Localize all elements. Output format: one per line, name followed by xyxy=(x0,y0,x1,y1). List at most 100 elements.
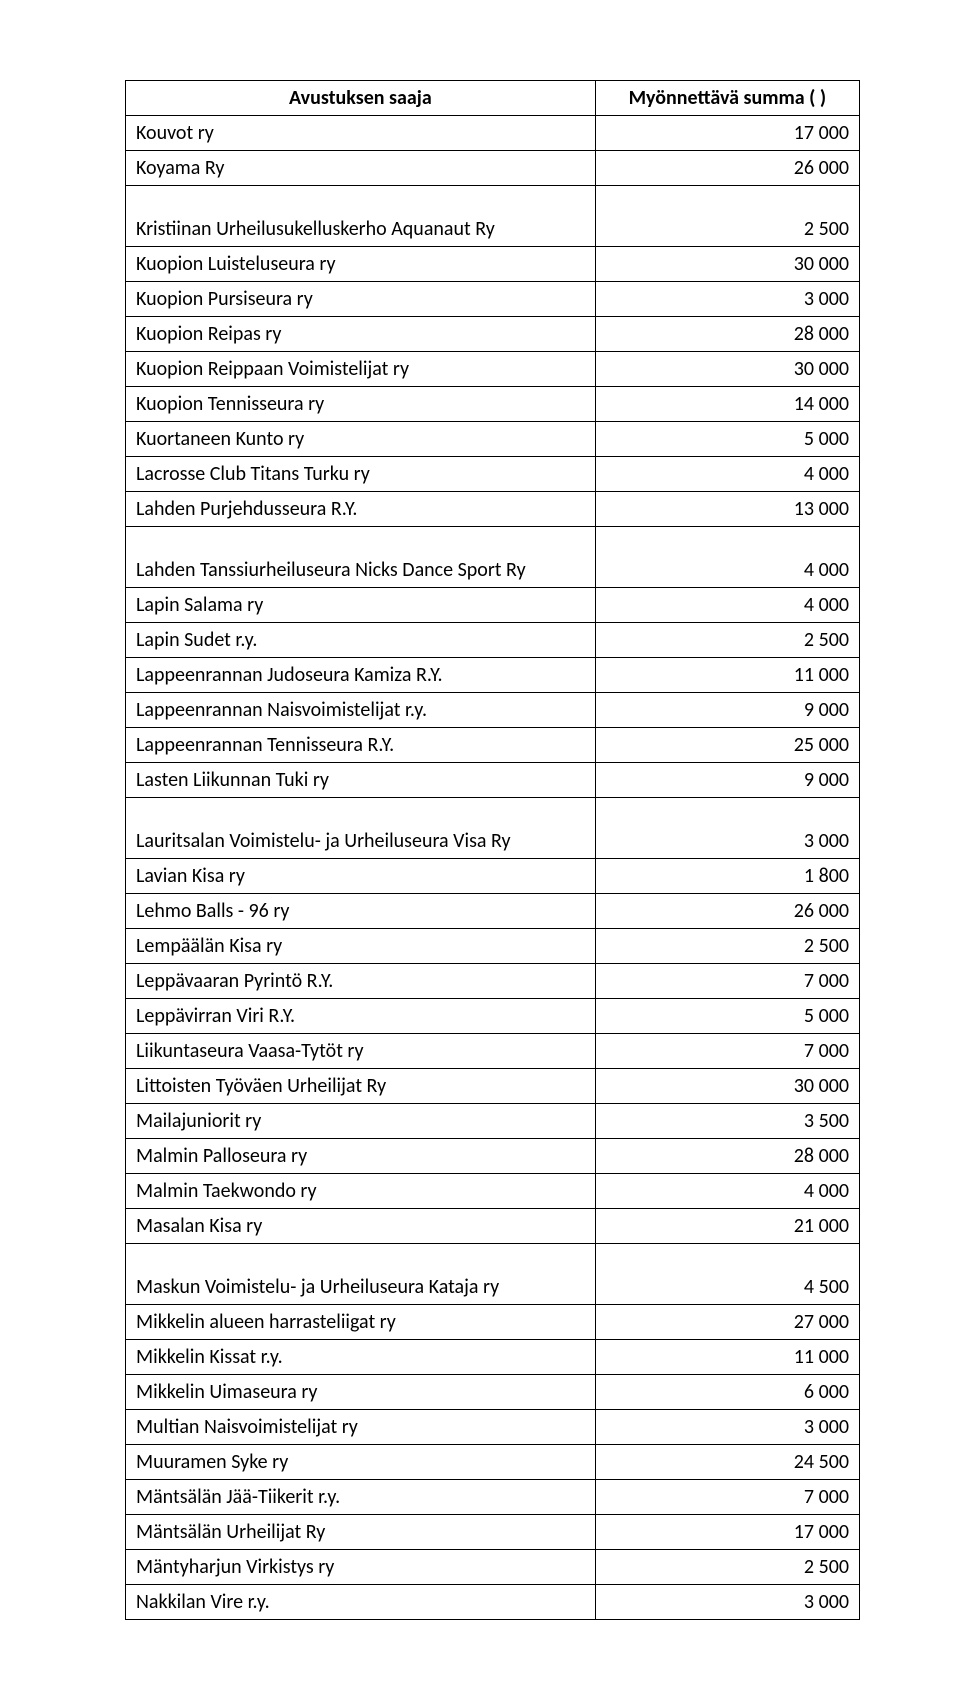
recipient-cell: Muuramen Syke ry xyxy=(126,1445,596,1480)
table-row: Lapin Sudet r.y.2 500 xyxy=(126,623,860,658)
grants-table: Avustuksen saaja Myönnettävä summa ( ) K… xyxy=(125,80,860,1620)
table-row: Leppävaaran Pyrintö R.Y.7 000 xyxy=(126,964,860,999)
table-row: Lahden Tanssiurheiluseura Nicks Dance Sp… xyxy=(126,527,860,588)
recipient-cell: Kuopion Pursiseura ry xyxy=(126,282,596,317)
table-row: Lappeenrannan Judoseura Kamiza R.Y.11 00… xyxy=(126,658,860,693)
amount-cell: 21 000 xyxy=(595,1209,859,1244)
recipient-cell: Maskun Voimistelu- ja Urheiluseura Kataj… xyxy=(126,1244,596,1305)
recipient-cell: Malmin Taekwondo ry xyxy=(126,1174,596,1209)
recipient-cell: Kuopion Tennisseura ry xyxy=(126,387,596,422)
recipient-cell: Lappeenrannan Naisvoimistelijat r.y. xyxy=(126,693,596,728)
amount-cell: 11 000 xyxy=(595,1340,859,1375)
amount-cell: 2 500 xyxy=(595,1550,859,1585)
recipient-cell: Mailajuniorit ry xyxy=(126,1104,596,1139)
amount-cell: 4 000 xyxy=(595,527,859,588)
amount-cell: 2 500 xyxy=(595,623,859,658)
recipient-cell: Lappeenrannan Judoseura Kamiza R.Y. xyxy=(126,658,596,693)
amount-cell: 27 000 xyxy=(595,1305,859,1340)
table-row: Nakkilan Vire r.y.3 000 xyxy=(126,1585,860,1620)
table-row: Mailajuniorit ry3 500 xyxy=(126,1104,860,1139)
amount-cell: 26 000 xyxy=(595,894,859,929)
amount-cell: 3 000 xyxy=(595,1410,859,1445)
recipient-cell: Kuopion Reipas ry xyxy=(126,317,596,352)
amount-cell: 7 000 xyxy=(595,964,859,999)
amount-cell: 4 500 xyxy=(595,1244,859,1305)
recipient-cell: Multian Naisvoimistelijat ry xyxy=(126,1410,596,1445)
recipient-cell: Lappeenrannan Tennisseura R.Y. xyxy=(126,728,596,763)
amount-cell: 9 000 xyxy=(595,763,859,798)
amount-cell: 4 000 xyxy=(595,457,859,492)
recipient-cell: Kouvot ry xyxy=(126,116,596,151)
amount-cell: 5 000 xyxy=(595,422,859,457)
table-row: Lavian Kisa ry1 800 xyxy=(126,859,860,894)
recipient-cell: Lahden Tanssiurheiluseura Nicks Dance Sp… xyxy=(126,527,596,588)
amount-cell: 4 000 xyxy=(595,588,859,623)
amount-cell: 3 000 xyxy=(595,282,859,317)
table-row: Lauritsalan Voimistelu- ja Urheiluseura … xyxy=(126,798,860,859)
recipient-cell: Littoisten Työväen Urheilijat Ry xyxy=(126,1069,596,1104)
table-row: Mikkelin alueen harrasteliigat ry27 000 xyxy=(126,1305,860,1340)
recipient-cell: Kuopion Reippaan Voimistelijat ry xyxy=(126,352,596,387)
table-row: Mäntsälän Jää-Tiikerit r.y.7 000 xyxy=(126,1480,860,1515)
header-amount: Myönnettävä summa ( ) xyxy=(595,81,859,116)
recipient-cell: Kuortaneen Kunto ry xyxy=(126,422,596,457)
table-row: Lehmo Balls - 96 ry26 000 xyxy=(126,894,860,929)
amount-cell: 25 000 xyxy=(595,728,859,763)
table-row: Muuramen Syke ry24 500 xyxy=(126,1445,860,1480)
table-row: Lappeenrannan Tennisseura R.Y.25 000 xyxy=(126,728,860,763)
table-row: Koyama Ry26 000 xyxy=(126,151,860,186)
table-row: Lempäälän Kisa ry2 500 xyxy=(126,929,860,964)
amount-cell: 17 000 xyxy=(595,1515,859,1550)
table-row: Kuortaneen Kunto ry5 000 xyxy=(126,422,860,457)
table-row: Multian Naisvoimistelijat ry3 000 xyxy=(126,1410,860,1445)
amount-cell: 2 500 xyxy=(595,186,859,247)
table-row: Maskun Voimistelu- ja Urheiluseura Kataj… xyxy=(126,1244,860,1305)
table-row: Mäntsälän Urheilijat Ry17 000 xyxy=(126,1515,860,1550)
amount-cell: 14 000 xyxy=(595,387,859,422)
recipient-cell: Mäntyharjun Virkistys ry xyxy=(126,1550,596,1585)
amount-cell: 26 000 xyxy=(595,151,859,186)
table-row: Liikuntaseura Vaasa-Tytöt ry7 000 xyxy=(126,1034,860,1069)
table-row: Lacrosse Club Titans Turku ry4 000 xyxy=(126,457,860,492)
table-row: Kuopion Tennisseura ry14 000 xyxy=(126,387,860,422)
recipient-cell: Lavian Kisa ry xyxy=(126,859,596,894)
amount-cell: 3 000 xyxy=(595,798,859,859)
table-row: Kouvot ry17 000 xyxy=(126,116,860,151)
table-row: Mäntyharjun Virkistys ry2 500 xyxy=(126,1550,860,1585)
amount-cell: 24 500 xyxy=(595,1445,859,1480)
recipient-cell: Kristiinan Urheilusukelluskerho Aquanaut… xyxy=(126,186,596,247)
amount-cell: 3 000 xyxy=(595,1585,859,1620)
amount-cell: 9 000 xyxy=(595,693,859,728)
amount-cell: 2 500 xyxy=(595,929,859,964)
amount-cell: 3 500 xyxy=(595,1104,859,1139)
recipient-cell: Liikuntaseura Vaasa-Tytöt ry xyxy=(126,1034,596,1069)
table-header-row: Avustuksen saaja Myönnettävä summa ( ) xyxy=(126,81,860,116)
table-row: Malmin Palloseura ry28 000 xyxy=(126,1139,860,1174)
recipient-cell: Leppävaaran Pyrintö R.Y. xyxy=(126,964,596,999)
amount-cell: 28 000 xyxy=(595,317,859,352)
table-row: Lappeenrannan Naisvoimistelijat r.y.9 00… xyxy=(126,693,860,728)
table-row: Masalan Kisa ry21 000 xyxy=(126,1209,860,1244)
amount-cell: 30 000 xyxy=(595,247,859,282)
header-recipient: Avustuksen saaja xyxy=(126,81,596,116)
table-row: Lapin Salama ry4 000 xyxy=(126,588,860,623)
recipient-cell: Masalan Kisa ry xyxy=(126,1209,596,1244)
recipient-cell: Mikkelin Uimaseura ry xyxy=(126,1375,596,1410)
recipient-cell: Mäntsälän Urheilijat Ry xyxy=(126,1515,596,1550)
recipient-cell: Lempäälän Kisa ry xyxy=(126,929,596,964)
table-row: Kuopion Luisteluseura ry30 000 xyxy=(126,247,860,282)
recipient-cell: Mikkelin Kissat r.y. xyxy=(126,1340,596,1375)
table-row: Leppävirran Viri R.Y.5 000 xyxy=(126,999,860,1034)
table-row: Littoisten Työväen Urheilijat Ry30 000 xyxy=(126,1069,860,1104)
table-row: Lahden Purjehdusseura R.Y.13 000 xyxy=(126,492,860,527)
recipient-cell: Kuopion Luisteluseura ry xyxy=(126,247,596,282)
recipient-cell: Leppävirran Viri R.Y. xyxy=(126,999,596,1034)
amount-cell: 7 000 xyxy=(595,1480,859,1515)
amount-cell: 30 000 xyxy=(595,352,859,387)
amount-cell: 13 000 xyxy=(595,492,859,527)
amount-cell: 28 000 xyxy=(595,1139,859,1174)
table-row: Malmin Taekwondo ry4 000 xyxy=(126,1174,860,1209)
table-row: Kuopion Reipas ry28 000 xyxy=(126,317,860,352)
recipient-cell: Lehmo Balls - 96 ry xyxy=(126,894,596,929)
recipient-cell: Koyama Ry xyxy=(126,151,596,186)
